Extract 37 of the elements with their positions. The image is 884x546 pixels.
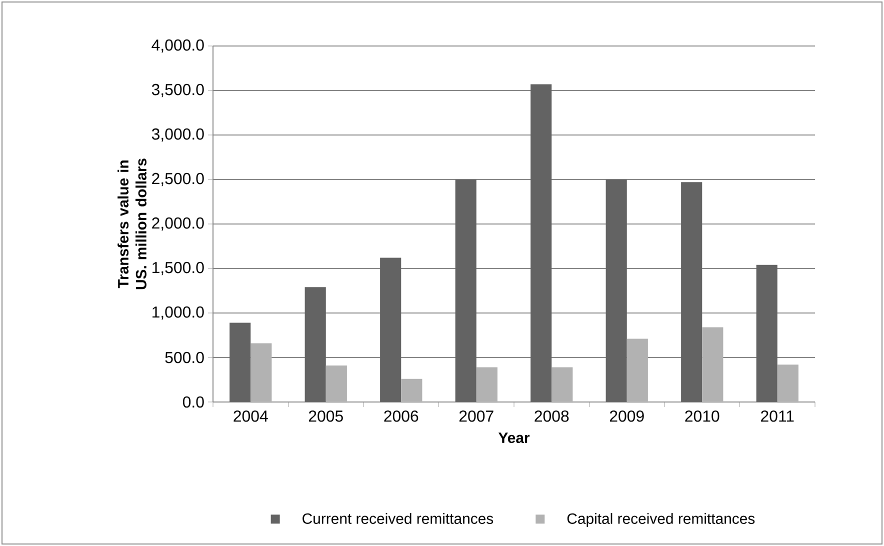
y-tick-label: 1,000.0 [152, 306, 204, 320]
bar [230, 322, 251, 402]
x-tick-label: 2010 [685, 410, 720, 422]
x-tick-label: 2009 [610, 410, 644, 422]
x-tick-label: 2005 [308, 410, 343, 422]
x-axis-title: Year [498, 432, 530, 444]
bar [304, 287, 326, 402]
y-tick-label: 4,000.0 [152, 39, 204, 53]
bar [380, 258, 402, 402]
y-axis-title: Transfers value in US. million dollars [118, 158, 146, 290]
y-tick-label: 0.0 [182, 396, 204, 408]
y-tick-label: 2,000.0 [152, 217, 204, 231]
legend-label: Current received remittances [302, 512, 494, 524]
x-tick-label: 2008 [534, 410, 569, 422]
bar [626, 338, 648, 402]
bar [326, 365, 347, 402]
x-tick-label: 2007 [459, 410, 494, 422]
bar [702, 327, 724, 402]
bar [606, 179, 627, 402]
y-tick-label: 2,500.0 [152, 172, 204, 186]
bar [401, 378, 422, 402]
y-tick-label: 1,500.0 [152, 262, 204, 276]
legend-label: Capital received remittances [567, 512, 755, 527]
bar [455, 179, 476, 402]
bar [530, 84, 552, 402]
y-tick-label: 3,000.0 [152, 128, 204, 142]
x-tick-label: 2004 [234, 410, 268, 422]
bar [552, 367, 573, 402]
y-tick-label: 500.0 [165, 352, 204, 364]
x-tick-label: 2006 [384, 410, 418, 422]
bar [777, 364, 798, 402]
bar [756, 264, 778, 402]
bar [476, 367, 498, 402]
x-tick-label: 2011 [761, 410, 794, 422]
bar [250, 343, 272, 402]
y-tick-label: 3,500.0 [152, 84, 204, 98]
bar [681, 182, 702, 402]
